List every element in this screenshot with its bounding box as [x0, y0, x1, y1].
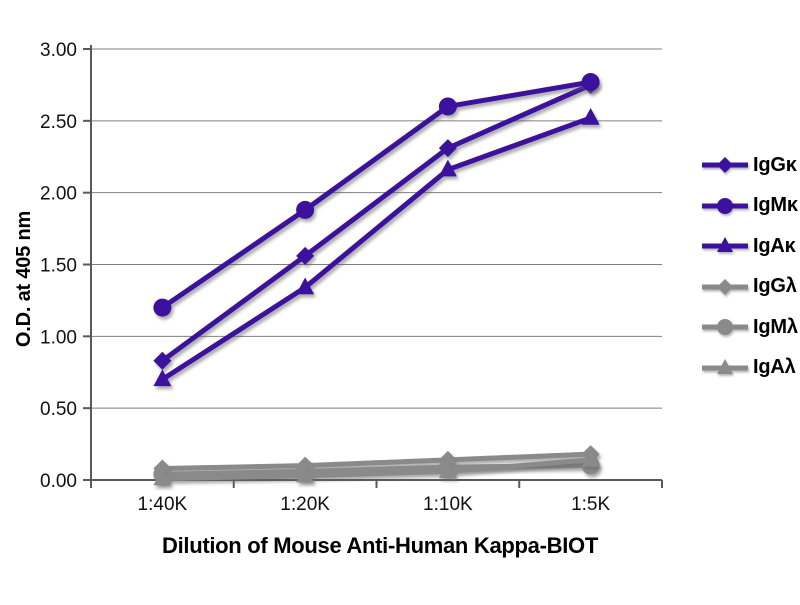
- triangle-marker-icon: [581, 107, 600, 125]
- legend-label: IgMλ: [753, 315, 798, 338]
- legend-marker: [702, 358, 748, 374]
- legend-label: IgAλ: [753, 356, 796, 379]
- legend-item-IgAκ: IgAκ: [700, 226, 800, 267]
- circle-marker-icon: [717, 197, 733, 214]
- triangle-marker-icon: [296, 465, 315, 483]
- legend-marker: [702, 319, 748, 336]
- diamond-marker-icon: [438, 139, 457, 158]
- series-IgGκ: [153, 75, 600, 370]
- triangle-marker-icon: [581, 449, 600, 467]
- series-line: [159, 115, 594, 382]
- legend-marker: [702, 197, 748, 214]
- y-tick-label: 1.00: [40, 327, 77, 348]
- legend-marker: [702, 237, 748, 253]
- diamond-marker-icon: [296, 246, 315, 265]
- legend-marker: [702, 278, 748, 295]
- x-tick-label: 1:5K: [571, 494, 610, 515]
- legend: IgGκ IgMκ IgAκ IgGλ IgMλ IgAλ: [700, 145, 800, 388]
- triangle-marker-icon: [296, 277, 315, 295]
- legend-label: IgGλ: [753, 275, 797, 298]
- diamond-marker-icon: [717, 278, 733, 295]
- y-tick-label: 2.00: [40, 184, 77, 205]
- legend-item-IgGκ: IgGκ: [700, 145, 800, 186]
- y-tick-label: 0.00: [40, 471, 77, 492]
- legend-item-IgAλ: IgAλ: [700, 348, 800, 389]
- legend-label: IgAκ: [753, 234, 796, 257]
- triangle-marker-icon: [153, 468, 172, 486]
- series-line: [159, 79, 594, 311]
- x-tick-label: 1:40K: [138, 494, 188, 515]
- diamond-marker-icon: [717, 157, 733, 174]
- circle-marker-icon: [153, 298, 172, 317]
- legend-item-IgMκ: IgMκ: [700, 186, 800, 227]
- series-line: [159, 82, 594, 364]
- x-axis-title: Dilution of Mouse Anti-Human Kappa-BIOT: [161, 533, 598, 558]
- series-IgAλ: [153, 449, 600, 486]
- series-IgMκ: [153, 73, 600, 317]
- y-tick-label: 0.50: [40, 399, 77, 420]
- y-tick-label: 3.00: [40, 40, 77, 61]
- x-tick-label: 1:10K: [423, 494, 473, 515]
- x-tick-label: 1:20K: [280, 494, 330, 515]
- diamond-marker-icon: [153, 351, 172, 370]
- legend-item-IgGλ: IgGλ: [700, 267, 800, 308]
- series-line: [159, 451, 594, 472]
- triangle-marker-icon: [438, 461, 457, 479]
- triangle-marker-icon: [438, 159, 457, 177]
- legend-item-IgMλ: IgMλ: [700, 307, 800, 348]
- legend-marker: [702, 157, 748, 174]
- y-tick-label: 1.50: [40, 256, 77, 277]
- circle-marker-icon: [296, 200, 315, 219]
- circle-marker-icon: [438, 97, 457, 116]
- y-tick-label: 2.50: [40, 112, 77, 133]
- circle-marker-icon: [581, 73, 600, 92]
- series-line: [159, 457, 594, 482]
- legend-label: IgMκ: [753, 194, 798, 217]
- circle-marker-icon: [717, 319, 733, 336]
- series-IgAκ: [153, 107, 600, 387]
- triangle-marker-icon: [717, 358, 733, 374]
- triangle-marker-icon: [717, 237, 733, 253]
- y-axis-title: O.D. at 405 nm: [13, 210, 35, 348]
- legend-label: IgGκ: [753, 153, 797, 176]
- triangle-marker-icon: [153, 369, 172, 387]
